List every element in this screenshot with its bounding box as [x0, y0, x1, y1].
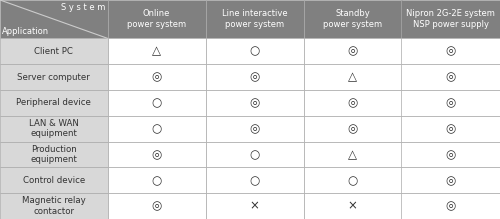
Text: Control device: Control device — [22, 176, 85, 185]
Bar — [402, 141, 500, 167]
Bar — [304, 141, 402, 167]
Bar — [402, 64, 500, 90]
Text: ◎: ◎ — [446, 96, 456, 109]
Text: ◎: ◎ — [348, 96, 358, 109]
Text: Application: Application — [2, 27, 49, 36]
Bar — [108, 141, 206, 167]
Bar — [304, 38, 402, 64]
Bar — [402, 193, 500, 219]
Text: ×: × — [250, 200, 260, 213]
Text: ◎: ◎ — [446, 200, 456, 213]
Text: ○: ○ — [250, 45, 260, 58]
Text: ◎: ◎ — [446, 71, 456, 83]
Text: △: △ — [152, 45, 161, 58]
Text: ◎: ◎ — [446, 148, 456, 161]
Text: Standby
power system: Standby power system — [323, 9, 382, 29]
Bar — [206, 38, 304, 64]
Text: Magnetic relay
contactor: Magnetic relay contactor — [22, 196, 86, 216]
Bar — [108, 64, 206, 90]
Bar — [0, 193, 108, 219]
Text: ○: ○ — [152, 96, 162, 109]
Bar — [304, 90, 402, 116]
Bar — [108, 38, 206, 64]
Bar — [304, 193, 402, 219]
Bar — [0, 90, 108, 116]
Bar — [206, 90, 304, 116]
Text: △: △ — [348, 71, 357, 83]
Text: ◎: ◎ — [250, 96, 260, 109]
Text: ○: ○ — [250, 174, 260, 187]
Text: ×: × — [348, 200, 358, 213]
Text: ○: ○ — [348, 174, 358, 187]
Text: LAN & WAN
equipment: LAN & WAN equipment — [29, 119, 78, 138]
Bar — [108, 193, 206, 219]
Bar — [402, 38, 500, 64]
Text: Peripheral device: Peripheral device — [16, 98, 91, 107]
Text: ◎: ◎ — [152, 71, 162, 83]
Bar — [108, 0, 206, 38]
Bar — [108, 116, 206, 141]
Text: ○: ○ — [152, 174, 162, 187]
Text: Nipron 2G-2E system
NSP power supply: Nipron 2G-2E system NSP power supply — [406, 9, 495, 29]
Bar — [304, 0, 402, 38]
Text: △: △ — [348, 148, 357, 161]
Text: ◎: ◎ — [446, 122, 456, 135]
Text: S y s t e m: S y s t e m — [61, 3, 106, 12]
Bar — [206, 116, 304, 141]
Bar — [402, 116, 500, 141]
Text: ○: ○ — [152, 122, 162, 135]
Bar — [206, 141, 304, 167]
Text: ◎: ◎ — [348, 122, 358, 135]
Bar — [304, 167, 402, 193]
Text: ◎: ◎ — [348, 45, 358, 58]
Text: Online
power system: Online power system — [127, 9, 186, 29]
Text: ◎: ◎ — [446, 174, 456, 187]
Text: ◎: ◎ — [250, 71, 260, 83]
Text: ◎: ◎ — [152, 200, 162, 213]
Text: Line interactive
power system: Line interactive power system — [222, 9, 288, 29]
Bar — [402, 167, 500, 193]
Text: ◎: ◎ — [446, 45, 456, 58]
Bar — [0, 141, 108, 167]
Text: ○: ○ — [250, 148, 260, 161]
Bar — [108, 167, 206, 193]
Bar — [206, 193, 304, 219]
Bar — [0, 167, 108, 193]
Bar — [0, 116, 108, 141]
Text: ◎: ◎ — [152, 148, 162, 161]
Text: Client PC: Client PC — [34, 47, 73, 56]
Bar — [304, 116, 402, 141]
Text: Server computer: Server computer — [18, 72, 90, 81]
Bar — [402, 0, 500, 38]
Bar — [304, 64, 402, 90]
Bar — [206, 0, 304, 38]
Bar — [402, 90, 500, 116]
Bar — [0, 64, 108, 90]
Bar — [206, 167, 304, 193]
Bar — [206, 64, 304, 90]
Bar — [108, 90, 206, 116]
Bar — [0, 0, 108, 38]
Text: ◎: ◎ — [250, 122, 260, 135]
Bar — [0, 38, 108, 64]
Text: Production
equipment: Production equipment — [30, 145, 77, 164]
